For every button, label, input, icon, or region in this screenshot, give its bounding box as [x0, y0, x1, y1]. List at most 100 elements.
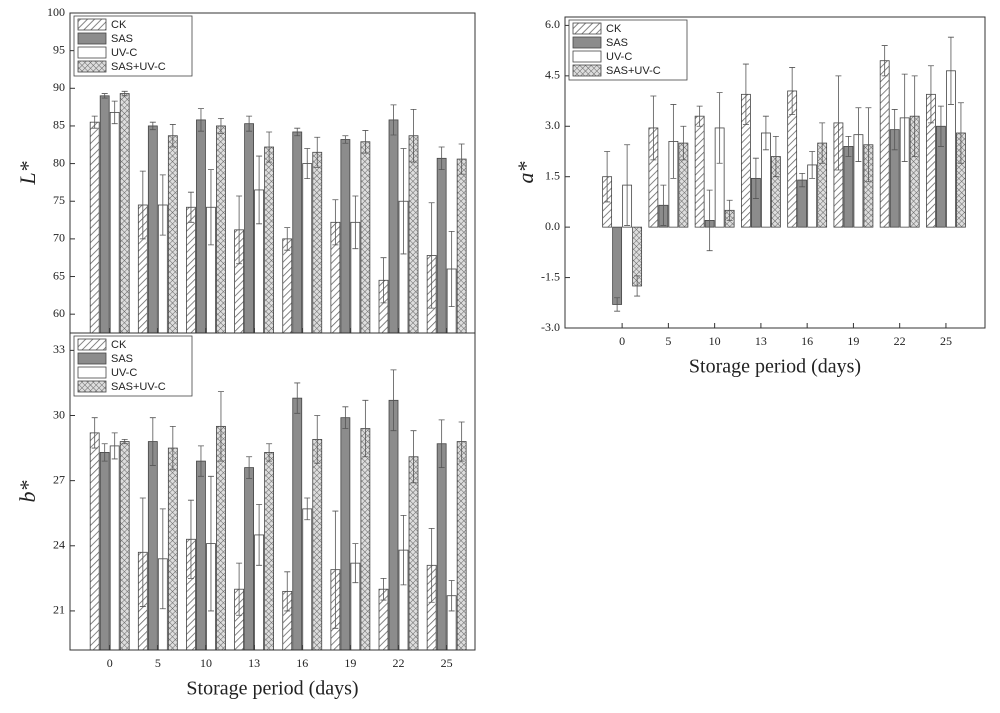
error-bar: [294, 382, 301, 414]
bar: [147, 125, 158, 334]
bar: [612, 226, 623, 305]
plot-frame: [69, 332, 476, 651]
error-bar: [101, 93, 108, 99]
error-bar: [332, 510, 339, 629]
error-bar: [236, 195, 243, 265]
legend-label: SAS: [111, 33, 133, 45]
error-bar: [352, 195, 359, 250]
y-tick-label: 6.0: [545, 17, 560, 31]
bar: [340, 139, 351, 334]
error-bar: [304, 148, 311, 180]
bar: [879, 60, 890, 228]
bar: [167, 447, 178, 651]
y-tick-label: 95: [53, 42, 65, 56]
error-bar: [390, 104, 397, 136]
legend-label: SAS+UV-C: [111, 381, 166, 393]
error-bar: [937, 105, 944, 147]
bar: [388, 119, 399, 334]
error-bar: [789, 67, 796, 115]
error-bar: [169, 425, 176, 471]
legend-swatch: [77, 60, 107, 73]
x-tick-label: 10: [200, 656, 212, 670]
error-bar: [380, 257, 387, 304]
bar: [119, 441, 130, 651]
error-bar: [197, 445, 204, 477]
error-bar: [159, 174, 166, 236]
bar: [119, 93, 130, 334]
y-tick-label: 65: [53, 268, 65, 282]
error-bar: [819, 122, 826, 164]
x-tick-label: 10: [709, 334, 721, 348]
error-bar: [149, 417, 156, 466]
bar: [302, 508, 313, 651]
error-bar: [660, 184, 667, 226]
legend-label: SAS+UV-C: [111, 61, 166, 73]
error-bar: [400, 148, 407, 255]
bar: [456, 158, 467, 334]
bar: [109, 111, 120, 334]
error-bar: [256, 155, 263, 225]
legend-label: CK: [111, 19, 127, 31]
legend-label: SAS+UV-C: [606, 65, 661, 77]
error-bar: [604, 151, 611, 203]
error-bar: [314, 415, 321, 464]
y-tick-label: 75: [53, 193, 65, 207]
bar: [216, 125, 226, 334]
error-bar: [207, 475, 214, 612]
bar: [292, 131, 303, 334]
error-bar: [342, 406, 349, 429]
y-tick-label: 4.5: [545, 68, 560, 82]
error-bar: [752, 157, 759, 199]
y-tick-label: 85: [53, 118, 65, 132]
x-axis-label: Storage period (days): [186, 678, 358, 700]
error-bar: [266, 131, 273, 163]
bar: [360, 141, 371, 334]
bar: [694, 115, 705, 228]
y-tick-label: 90: [53, 80, 65, 94]
error-bar: [121, 90, 128, 97]
legend-label: UV-C: [606, 51, 632, 63]
bar: [312, 438, 323, 651]
y-tick-label: 27: [53, 472, 65, 486]
legend-swatch: [77, 32, 107, 45]
bar: [436, 443, 447, 651]
error-bar: [947, 36, 954, 105]
x-tick-label: 13: [248, 656, 260, 670]
bar: [302, 163, 313, 334]
x-tick-label: 16: [296, 656, 308, 670]
error-bar: [284, 227, 291, 251]
x-tick-label: 0: [107, 656, 113, 670]
bar: [312, 151, 323, 334]
error-bar: [799, 172, 806, 188]
error-bar: [101, 443, 108, 462]
error-bar: [855, 107, 862, 162]
error-bar: [726, 199, 733, 221]
error-bar: [187, 499, 194, 579]
bar: [340, 417, 351, 651]
bar: [167, 135, 178, 334]
error-bar: [458, 143, 465, 175]
bar: [196, 119, 206, 334]
legend-label: SAS: [111, 353, 133, 365]
error-bar: [614, 297, 621, 312]
legend-label: UV-C: [111, 47, 137, 59]
error-bar: [448, 580, 455, 612]
y-axis-label: b*: [15, 481, 40, 503]
x-tick-label: 22: [393, 656, 405, 670]
error-bar: [809, 151, 816, 179]
bar: [89, 121, 100, 334]
error-bar: [390, 369, 397, 432]
error-bar: [246, 115, 253, 132]
error-bar: [169, 124, 176, 148]
error-bar: [772, 135, 779, 178]
bar: [436, 157, 447, 334]
error-bar: [438, 146, 445, 171]
error-bar: [891, 109, 898, 151]
y-tick-label: 21: [53, 603, 65, 617]
legend-swatch: [77, 366, 107, 379]
error-bar: [762, 115, 769, 151]
error-bar: [400, 514, 407, 586]
error-bar: [706, 189, 713, 252]
bar: [843, 146, 854, 228]
